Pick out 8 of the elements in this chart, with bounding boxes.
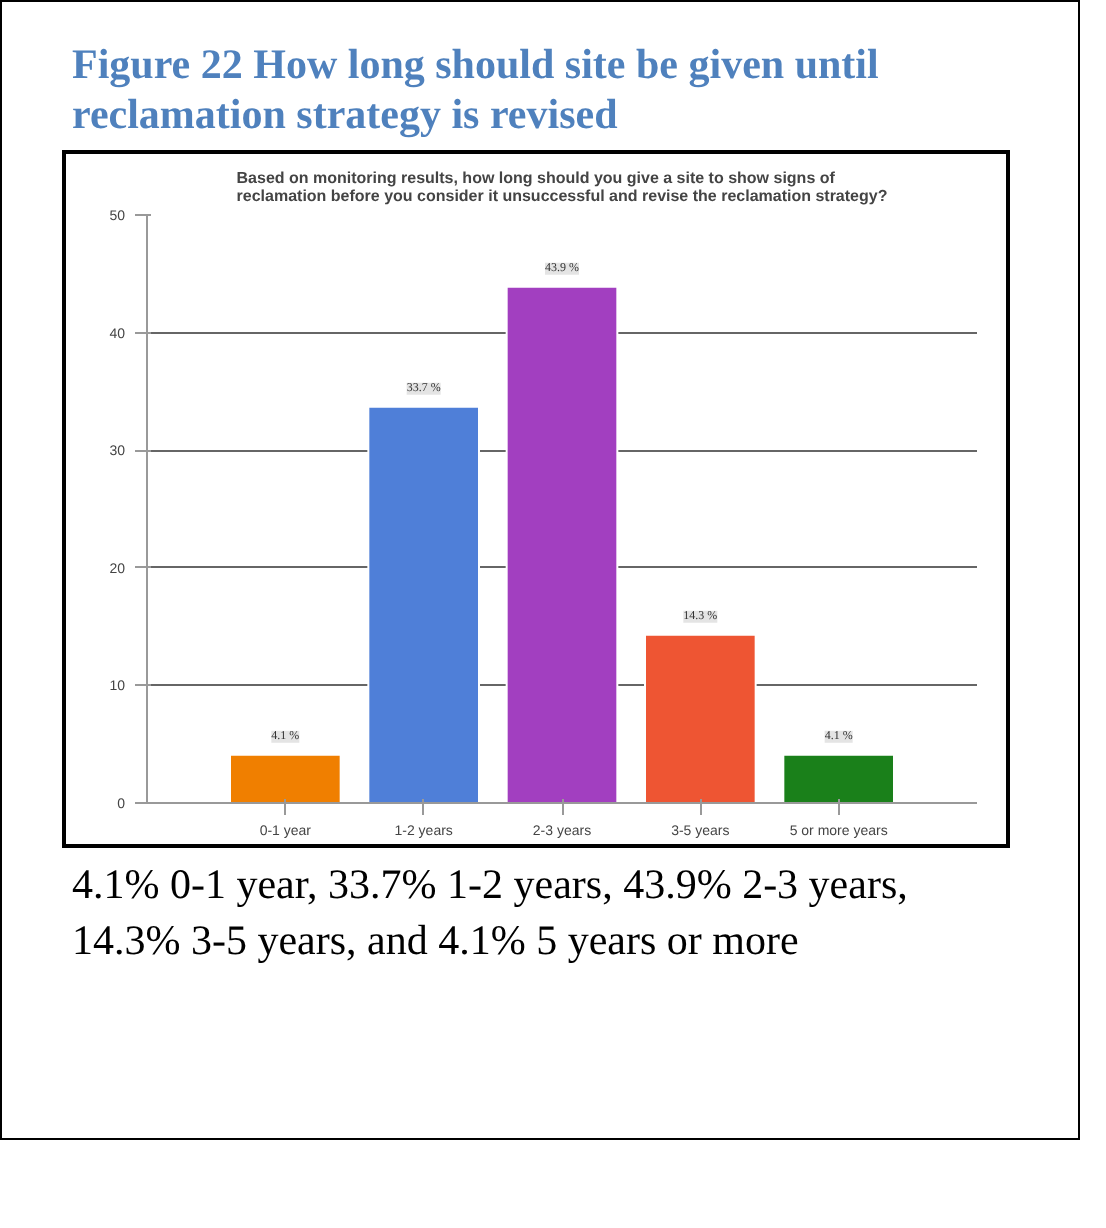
chart-subtitle: Based on monitoring results, how long should you give a site to show signs of reclamation before you consider it unsuccessful and revise the reclamation strategy?: [236, 169, 888, 206]
bar: [229, 754, 342, 804]
bar: [782, 754, 895, 804]
chart-title: Figure 22 How long should site be given until reclamation strategy is revised: [72, 40, 881, 141]
bar: [644, 634, 757, 804]
bar: [367, 406, 480, 804]
text: 4.1% 0-1 year, 33.7% 1-2 years, 43.9% 2-3 years, 14.3% 3-5 years, and 4.1% 5 years or more: [72, 858, 910, 968]
bar: [505, 286, 619, 804]
